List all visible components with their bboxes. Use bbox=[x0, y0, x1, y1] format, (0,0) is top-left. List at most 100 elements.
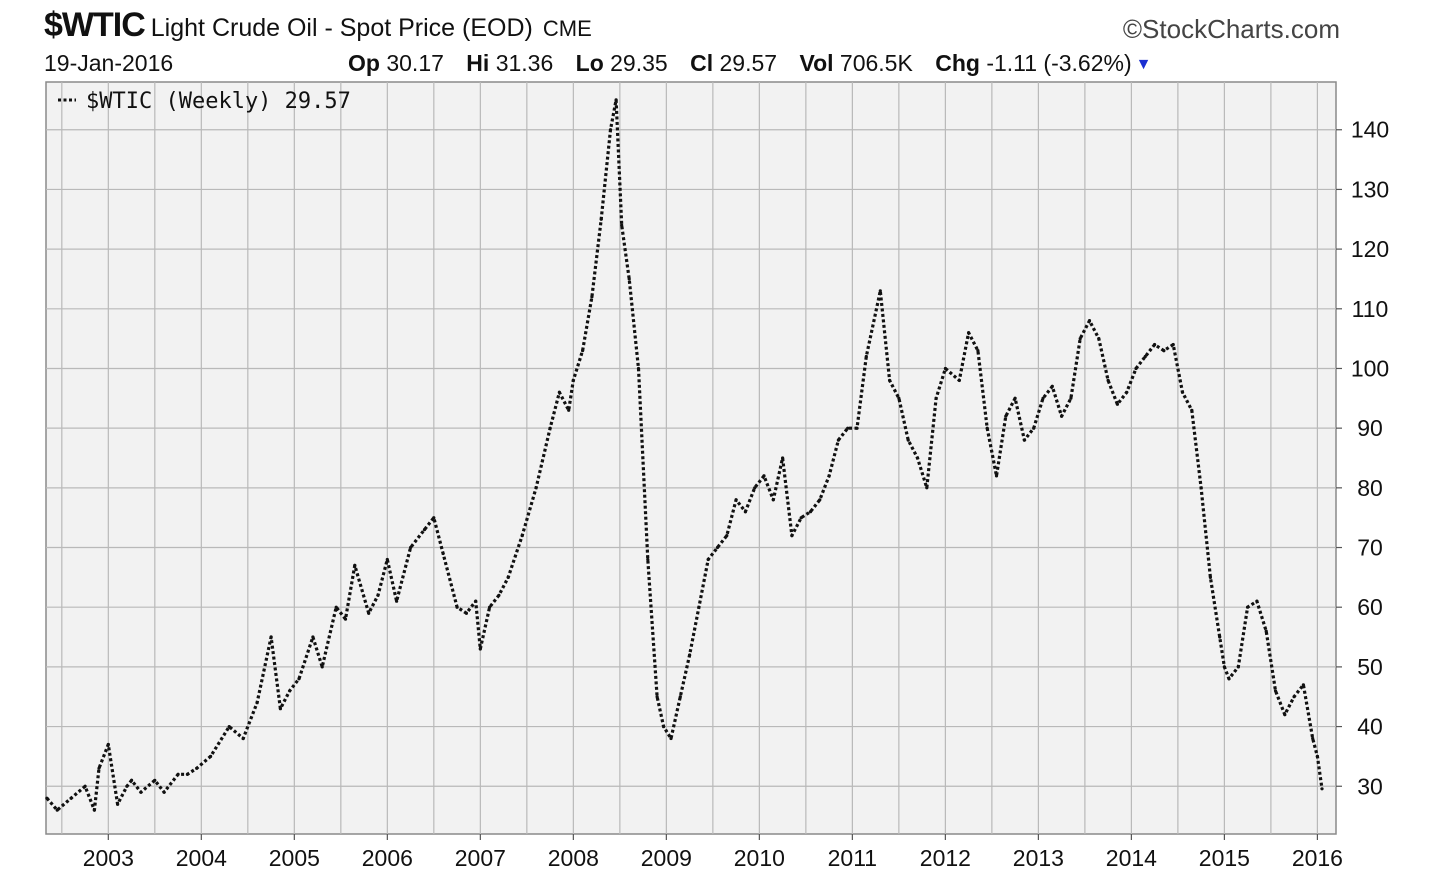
stat-value-close: 29.57 bbox=[719, 50, 778, 76]
data-point bbox=[1264, 629, 1268, 633]
data-point bbox=[1246, 605, 1250, 609]
data-point bbox=[614, 98, 618, 102]
data-point bbox=[590, 295, 594, 299]
data-point bbox=[1143, 354, 1147, 359]
y-tick-label: 100 bbox=[1351, 355, 1389, 381]
brand-watermark: ©StockCharts.com bbox=[1122, 14, 1340, 44]
data-point bbox=[227, 725, 231, 729]
data-point bbox=[395, 599, 399, 603]
x-tick-label: 2005 bbox=[269, 845, 320, 871]
data-point bbox=[636, 366, 641, 371]
x-tick-label: 2009 bbox=[641, 845, 692, 871]
data-point bbox=[1315, 754, 1319, 759]
plot-background bbox=[45, 81, 1337, 835]
data-point bbox=[497, 593, 501, 597]
data-point bbox=[343, 617, 348, 621]
data-point bbox=[1106, 378, 1110, 382]
data-point bbox=[762, 474, 766, 478]
stat-value-volume: 706.5K bbox=[839, 50, 913, 76]
data-point bbox=[116, 802, 120, 806]
data-point bbox=[464, 611, 468, 615]
data-point bbox=[1208, 575, 1212, 580]
data-point bbox=[288, 689, 292, 693]
stat-value-change: -1.11 (-3.62%) bbox=[986, 50, 1132, 76]
x-tick-label: 2003 bbox=[83, 845, 134, 871]
data-point bbox=[409, 545, 413, 550]
data-point bbox=[846, 426, 850, 430]
data-point bbox=[836, 438, 841, 442]
stat-label-high: Hi bbox=[466, 50, 490, 76]
data-point bbox=[1050, 384, 1054, 388]
chart-header: $WTIC Light Crude Oil - Spot Price (EOD) C… bbox=[44, 6, 592, 46]
data-point bbox=[925, 486, 929, 490]
series-layer bbox=[45, 98, 1324, 812]
data-point bbox=[943, 366, 948, 371]
y-tick-label: 140 bbox=[1351, 117, 1389, 143]
data-point bbox=[697, 605, 701, 609]
x-tick-label: 2008 bbox=[548, 845, 599, 871]
stat-value-open: 30.17 bbox=[386, 50, 444, 76]
data-point bbox=[1222, 665, 1226, 669]
data-point bbox=[678, 695, 682, 699]
data-point bbox=[55, 808, 59, 812]
data-point bbox=[790, 534, 794, 538]
data-point bbox=[1190, 408, 1194, 412]
data-point bbox=[478, 647, 482, 651]
data-point bbox=[334, 605, 338, 609]
y-tick-label: 120 bbox=[1351, 236, 1389, 262]
data-point bbox=[474, 599, 478, 603]
data-point bbox=[771, 498, 775, 502]
data-point bbox=[976, 349, 980, 353]
data-point bbox=[878, 289, 882, 293]
stat-label-volume: Vol bbox=[799, 50, 834, 76]
stat-label-close: Cl bbox=[690, 50, 714, 76]
data-point bbox=[1171, 343, 1175, 347]
y-tick-label: 90 bbox=[1357, 415, 1383, 441]
data-point bbox=[1273, 689, 1278, 693]
x-tick-label: 2012 bbox=[920, 845, 971, 871]
y-tick-label: 130 bbox=[1351, 176, 1389, 202]
x-tick-label: 2016 bbox=[1292, 845, 1343, 871]
grid-lines bbox=[46, 82, 1336, 834]
y-tick-label: 80 bbox=[1357, 475, 1383, 501]
x-tick-label: 2004 bbox=[176, 845, 227, 871]
data-point bbox=[1041, 396, 1045, 400]
data-point bbox=[422, 528, 427, 532]
data-point bbox=[985, 426, 989, 430]
stat-label-low: Lo bbox=[575, 50, 604, 76]
data-point bbox=[1218, 635, 1222, 639]
data-point bbox=[957, 378, 961, 382]
legend-label: $WTIC (Weekly) 29.57 bbox=[86, 89, 351, 114]
y-tick-label: 50 bbox=[1357, 654, 1383, 680]
x-tick-label: 2011 bbox=[828, 845, 877, 871]
data-point bbox=[1032, 426, 1036, 430]
data-point bbox=[994, 474, 999, 478]
data-point bbox=[1162, 349, 1166, 353]
data-point bbox=[818, 498, 822, 502]
data-point bbox=[488, 605, 492, 609]
axes: 2003 2004 2005 2006 2007 2008 2009 2010 2011 2012… bbox=[83, 117, 1389, 871]
data-point bbox=[1236, 665, 1240, 669]
data-point bbox=[1022, 438, 1026, 442]
data-point bbox=[1255, 599, 1259, 603]
y-tick-label: 60 bbox=[1357, 594, 1383, 620]
data-point bbox=[599, 217, 603, 221]
x-tick-label: 2015 bbox=[1199, 845, 1250, 871]
chart-title: Light Crude Oil - Spot Price (EOD) bbox=[150, 14, 533, 42]
y-tick-label: 30 bbox=[1357, 773, 1383, 799]
data-point bbox=[1320, 787, 1324, 791]
data-point bbox=[1180, 390, 1185, 394]
data-point bbox=[1134, 366, 1138, 371]
plot-area bbox=[45, 81, 1337, 835]
data-point bbox=[209, 754, 213, 759]
data-point bbox=[106, 742, 110, 747]
data-point bbox=[734, 498, 738, 502]
data-point bbox=[620, 223, 624, 227]
data-point bbox=[1311, 736, 1315, 741]
data-point bbox=[97, 766, 101, 770]
data-point bbox=[781, 456, 785, 460]
data-point bbox=[1060, 414, 1064, 418]
down-arrow-icon: ▼ bbox=[1135, 56, 1152, 73]
quote-stats: Op 30.17 Hi 31.36 Lo 29.35 Cl 29.57 Vol … bbox=[348, 50, 1151, 77]
data-point bbox=[934, 396, 938, 400]
